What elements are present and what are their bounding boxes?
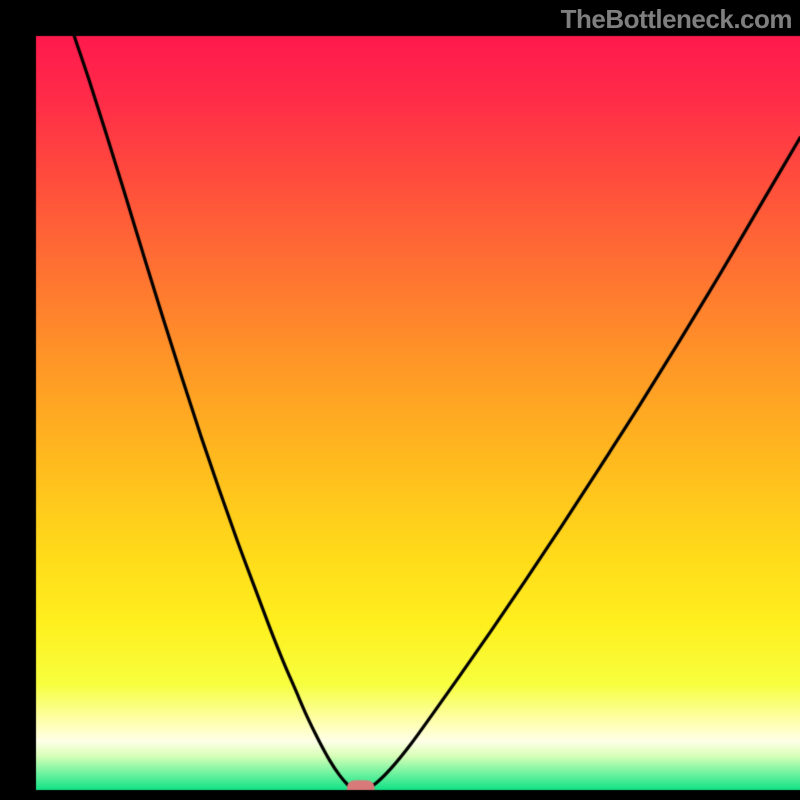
bottleneck-chart-canvas xyxy=(0,0,800,800)
chart-stage: TheBottleneck.com xyxy=(0,0,800,800)
watermark-text: TheBottleneck.com xyxy=(561,4,792,35)
